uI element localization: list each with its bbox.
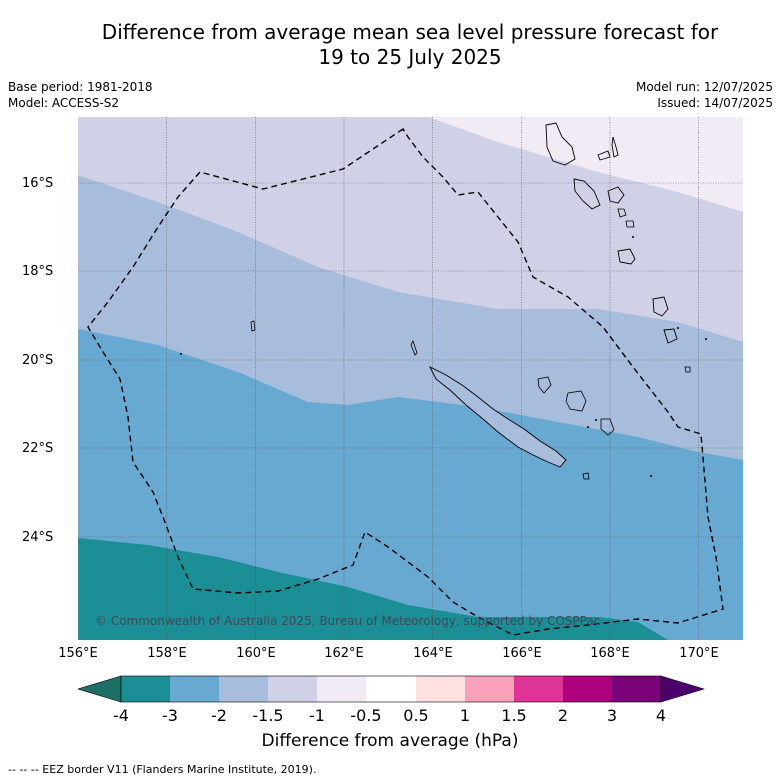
colorbar-tick-label: 1	[459, 706, 471, 725]
lon-label-160e: 160°E	[236, 646, 276, 661]
lat-label-18s: 18°S	[22, 264, 54, 279]
epi-island	[617, 208, 627, 218]
colorbar-swatch	[612, 676, 661, 702]
band-minus-2	[78, 329, 743, 640]
tanna-island	[663, 328, 678, 344]
mare-island	[600, 418, 615, 436]
new-caledonia-island	[428, 365, 567, 468]
chesterfield-islands	[250, 320, 256, 332]
espiritu-santo-island	[545, 122, 576, 166]
colorbar-tick-label: 2	[557, 706, 569, 725]
colorbar-tick-label: -4	[113, 706, 129, 725]
issued-date: Issued: 14/07/2025	[657, 96, 773, 110]
maewo-island	[597, 150, 611, 161]
small-island-marker	[632, 236, 634, 238]
colorbar-swatch	[219, 676, 268, 702]
colorbar-title: Difference from average (hPa)	[261, 731, 519, 751]
colorbar-swatch	[317, 676, 366, 702]
reef-marker	[180, 353, 182, 355]
erromango-island	[652, 296, 669, 317]
meta-right: Model run: 12/07/2025 Issued: 14/07/2025	[636, 79, 773, 111]
title-line-2: 19 to 25 July 2025	[318, 45, 502, 69]
model-run: Model run: 12/07/2025	[635, 80, 773, 94]
colorbar-swatch	[170, 676, 219, 702]
futuna-island	[677, 327, 679, 329]
lat-label-16s: 16°S	[22, 176, 54, 191]
small-islet-marker	[595, 419, 597, 421]
map-svg	[78, 117, 743, 640]
lon-label-162e: 162°E	[324, 646, 364, 661]
colorbar-swatch	[121, 676, 170, 702]
aneityum-island	[684, 366, 691, 373]
lon-label-166e: 166°E	[502, 646, 542, 661]
colorbar-tick-label: -2	[211, 706, 227, 725]
colorbar-swatch	[268, 676, 317, 702]
colorbar-tick-label: 3	[606, 706, 618, 725]
base-period: Base period: 1981-2018	[8, 80, 153, 94]
isle-of-pines	[582, 472, 590, 480]
shepherd-islands	[625, 220, 635, 228]
colorbar-tick-label: 1.5	[501, 706, 527, 725]
title-line-1: Difference from average mean sea level p…	[101, 20, 719, 44]
lon-label-158e: 158°E	[147, 646, 187, 661]
colorbar-tick-label: -3	[162, 706, 178, 725]
colorbar-swatch	[465, 676, 514, 702]
colorbar-low-extend	[76, 675, 122, 703]
meta-left: Base period: 1981-2018 Model: ACCESS-S2	[8, 79, 153, 111]
colorbar-swatch	[514, 676, 563, 702]
efate-island	[617, 248, 636, 265]
pentecost-island	[611, 136, 619, 158]
graticule	[78, 117, 743, 640]
walpole-island	[650, 475, 652, 477]
colorbar-swatch	[563, 676, 612, 702]
map-area	[78, 117, 743, 640]
colorbar	[76, 675, 706, 709]
lat-label-24s: 24°S	[22, 530, 54, 545]
lifou-island	[565, 390, 587, 412]
lon-label-168e: 168°E	[590, 646, 630, 661]
belep-islands	[410, 339, 418, 356]
colorbar-tick-label: 4	[655, 706, 667, 725]
malekula-island	[573, 178, 601, 210]
colorbar-svg	[76, 675, 706, 703]
colorbar-tick-label: 0.5	[403, 706, 429, 725]
colorbar-tick-label: -1	[309, 706, 325, 725]
lon-label-170e: 170°E	[679, 646, 719, 661]
colorbar-swatch	[366, 676, 416, 702]
ambrym-island	[607, 186, 625, 204]
lon-label-156e: 156°E	[58, 646, 98, 661]
lat-label-22s: 22°S	[22, 441, 54, 456]
colorbar-tick-label: -1.5	[252, 706, 284, 725]
model-name: Model: ACCESS-S2	[8, 96, 120, 110]
eez-footnote: -- -- -- EEZ border V11 (Flanders Marine…	[8, 763, 317, 776]
colorbar-swatch	[416, 676, 465, 702]
copyright-notice: © Commonwealth of Australia 2025, Bureau…	[95, 614, 601, 628]
lon-label-164e: 164°E	[413, 646, 453, 661]
colorbar-tick-label: -0.5	[350, 706, 382, 725]
eez-border	[87, 128, 724, 636]
tiga-island	[587, 426, 589, 428]
aniwa-island	[705, 338, 707, 340]
band-minus-3	[78, 538, 668, 640]
ouvea-island	[537, 376, 552, 394]
colorbar-frame	[120, 675, 662, 703]
map-title: Difference from average mean sea level p…	[60, 20, 760, 70]
colorbar-high-extend	[660, 675, 706, 703]
lat-label-20s: 20°S	[22, 353, 54, 368]
